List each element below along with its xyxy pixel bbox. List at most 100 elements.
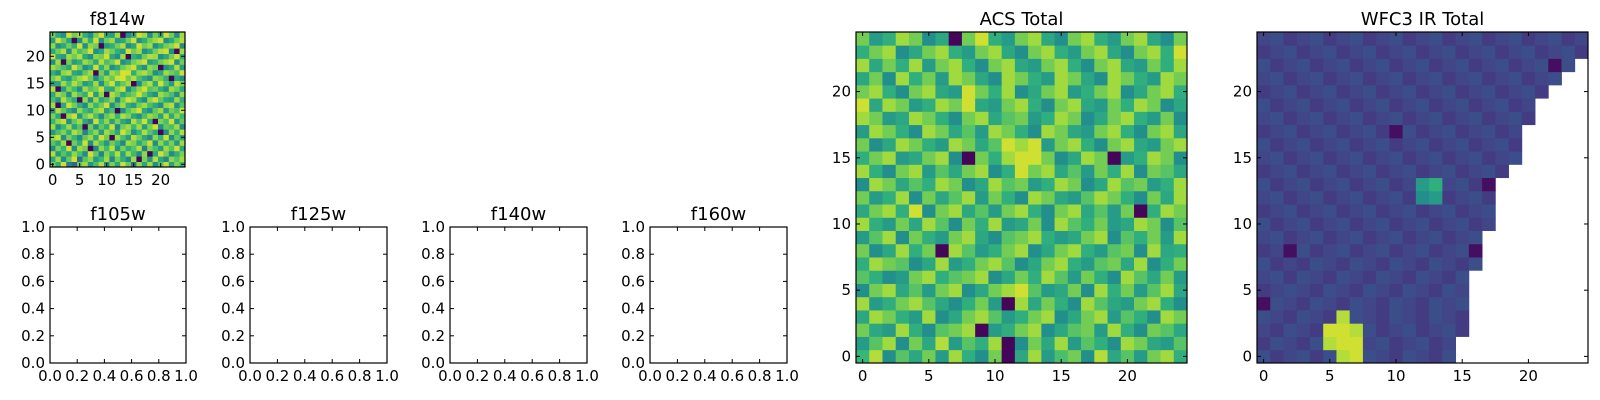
wfc3_ir_total-cell <box>1336 58 1351 73</box>
wfc3_ir_total-cell <box>1270 190 1284 205</box>
wfc3_ir_total-cell <box>1429 323 1443 337</box>
acs_total-cell <box>948 336 963 351</box>
acs_total-cell <box>869 137 883 152</box>
f814w-cell <box>120 69 126 76</box>
wfc3_ir_total-cell <box>1283 257 1298 271</box>
wfc3_ir_total-cell <box>1402 270 1417 284</box>
acs_total-cell <box>1001 204 1016 218</box>
wfc3_ir_total-cell <box>1296 111 1311 126</box>
f814w-cell <box>136 129 143 135</box>
f814w-cell <box>131 75 137 81</box>
f814w-cell <box>158 91 164 98</box>
wfc3_ir_total-cell <box>1442 124 1456 139</box>
f814w-cell <box>60 59 67 65</box>
acs_total-cell <box>1173 137 1188 152</box>
wfc3_ir_total-cell <box>1415 257 1430 271</box>
wfc3_ir_total-cell <box>1455 217 1470 231</box>
f814w-cell <box>87 123 94 130</box>
acs_total-cell <box>948 230 963 245</box>
f814w-cell <box>93 59 99 65</box>
acs_total-cell <box>1054 84 1069 99</box>
f814w-cell <box>60 80 67 87</box>
wfc3_ir_total-cell <box>1455 243 1470 258</box>
f125w-xtick-label: 0.8 <box>348 367 372 385</box>
f814w-cell <box>168 123 175 130</box>
wfc3_ir_total-cell <box>1389 349 1404 364</box>
f814w-cell <box>152 161 159 168</box>
f814w-cell <box>93 86 99 92</box>
f814w-cell <box>152 91 159 98</box>
f814w-cell <box>141 118 148 125</box>
wfc3_ir_total-cell <box>1482 84 1496 99</box>
f814w-cell <box>66 96 72 103</box>
acs_total-cell <box>1120 217 1135 231</box>
f814w-cell <box>141 145 148 152</box>
f814w-cell <box>163 42 170 49</box>
f814w-cell <box>60 91 67 98</box>
acs_total-cell <box>882 270 897 284</box>
wfc3_ir_total-cell <box>1336 190 1351 205</box>
acs_total-cell <box>1041 204 1055 218</box>
f814w-cell <box>120 96 126 103</box>
acs_total-cell <box>882 124 897 139</box>
f814w-cell <box>114 86 121 92</box>
f814w-cell <box>147 69 153 76</box>
f814w-cell <box>66 32 72 38</box>
wfc3_ir_total-cell <box>1309 84 1324 99</box>
acs_total-cell <box>1173 164 1188 179</box>
f814w-cell <box>82 59 89 65</box>
acs_total-cell <box>1028 323 1042 337</box>
f814w-cell <box>147 113 153 119</box>
acs_total-cell <box>1160 270 1175 284</box>
f814w-cell <box>104 123 110 130</box>
f814w-cell <box>120 134 126 141</box>
f105w-xtick-label: 1.0 <box>174 367 198 385</box>
f814w-cell <box>114 113 121 119</box>
f814w-cell <box>120 86 126 92</box>
acs_total-cell <box>1067 243 1082 258</box>
f814w-cell <box>55 59 62 65</box>
f814w-cell <box>179 37 186 44</box>
acs_total-cell <box>935 98 950 112</box>
wfc3_ir_total-cell <box>1535 58 1549 73</box>
acs_total-cell <box>961 84 976 99</box>
f814w-cell <box>77 75 83 81</box>
wfc3_ir_total-cell <box>1389 323 1404 337</box>
f814w-cell <box>114 80 121 87</box>
f814w-cell <box>147 150 153 157</box>
f814w-cell <box>87 69 94 76</box>
f814w-cell <box>50 91 56 98</box>
acs_total-cell <box>1028 164 1042 179</box>
wfc3_ir_total-cell <box>1482 71 1496 86</box>
wfc3_ir_total-cell <box>1349 111 1364 126</box>
acs_total-cell <box>948 243 963 258</box>
acs_total-cell <box>1173 111 1188 126</box>
f160w-ytick-label: 0.2 <box>621 327 645 345</box>
f814w-cell <box>174 140 180 146</box>
f814w-cell <box>60 75 67 81</box>
wfc3_ir_total-cell <box>1508 111 1523 126</box>
acs_total-cell <box>948 45 963 59</box>
f814w-cell <box>136 118 143 125</box>
acs_total-cell <box>1120 71 1135 86</box>
f814w-cell <box>109 113 116 119</box>
wfc3_ir_total-cell <box>1296 177 1311 192</box>
f814w-cell <box>174 53 180 60</box>
acs_total-cell <box>1041 71 1055 86</box>
acs_total-cell <box>1094 151 1108 165</box>
acs_total-cell <box>856 243 870 258</box>
f814w-cell <box>152 37 159 44</box>
wfc3_ir_total-cell <box>1309 204 1324 218</box>
wfc3_ir_total-cell <box>1270 204 1284 218</box>
f814w-cell <box>104 113 110 119</box>
acs_total-cell <box>1160 310 1175 324</box>
f814w-cell <box>77 134 83 141</box>
wfc3_ir_total-cell <box>1455 98 1470 112</box>
acs_total-cell <box>869 190 883 205</box>
wfc3_ir_total-cell <box>1415 137 1430 152</box>
f814w-cell <box>125 69 132 76</box>
f814w-cell <box>93 113 99 119</box>
acs_total-cell <box>1134 151 1148 165</box>
acs_total-cell <box>1094 164 1108 179</box>
wfc3_ir_total-cell <box>1309 45 1324 59</box>
